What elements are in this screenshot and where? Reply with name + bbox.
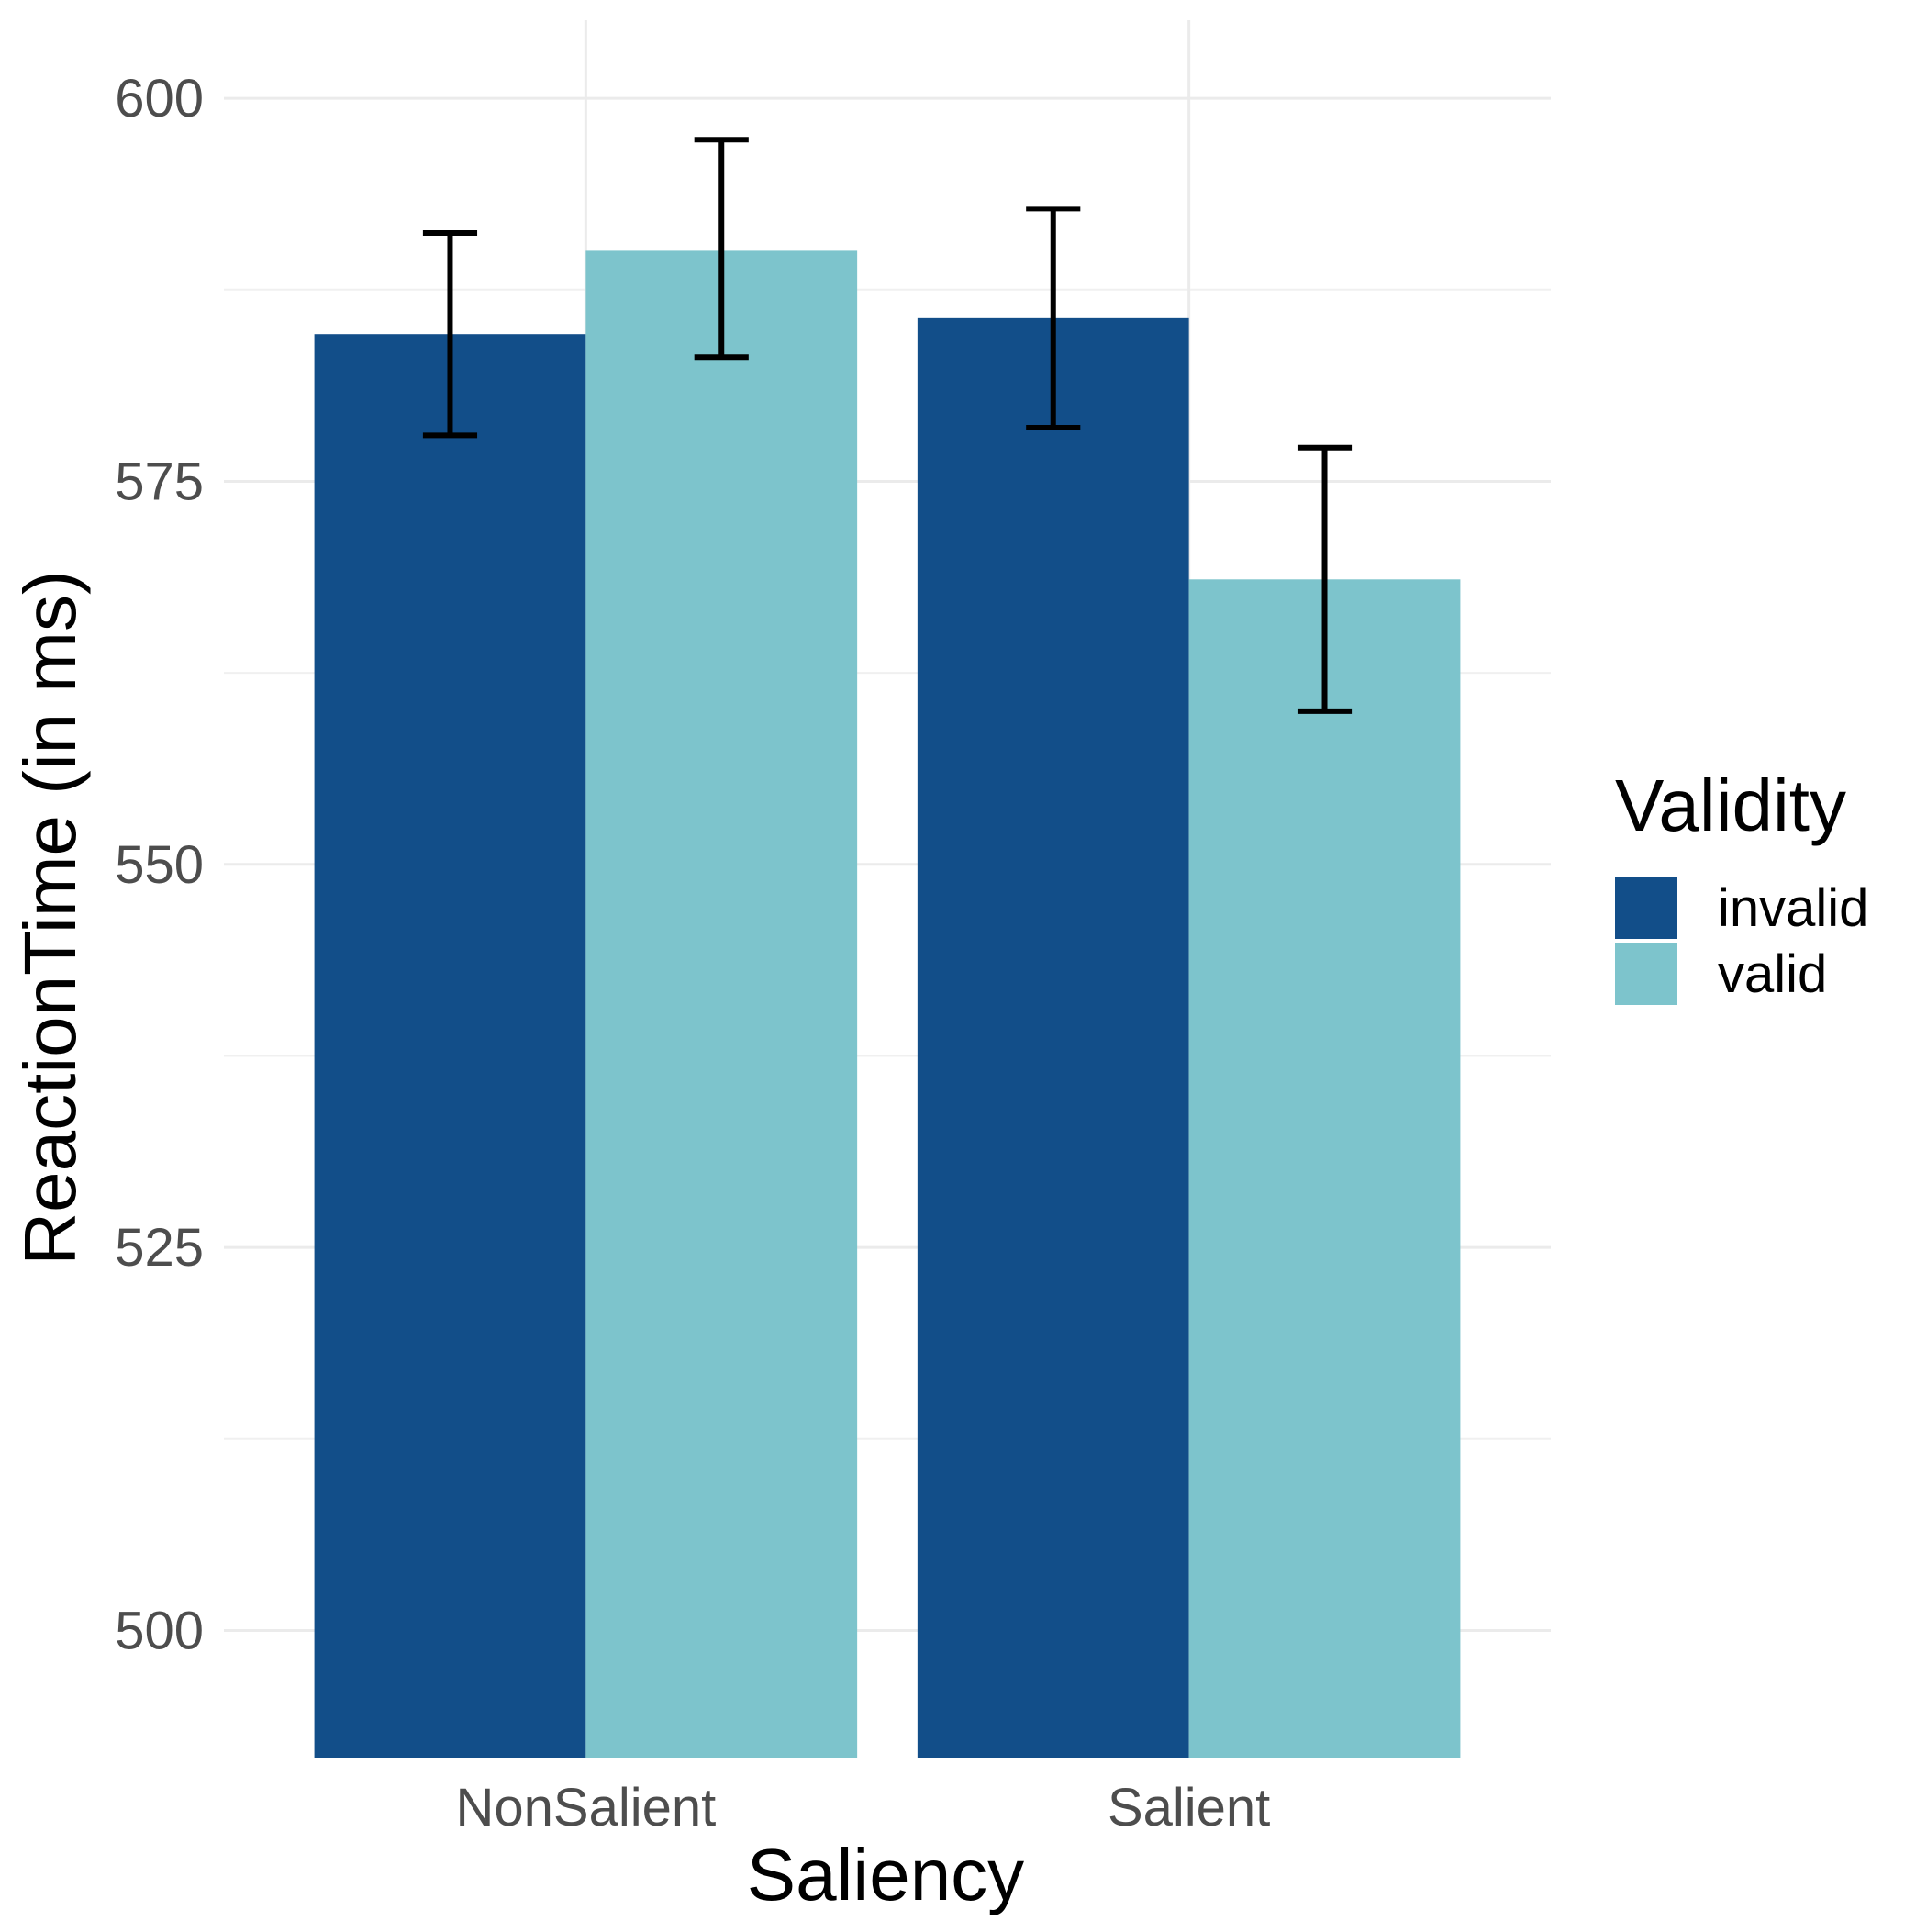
x-tick-label: Salient <box>1108 1778 1270 1837</box>
error-bars <box>422 137 1353 714</box>
y-axis-title: ReactionTime (in ms) <box>9 570 91 1265</box>
y-tick-label: 500 <box>115 1601 204 1660</box>
x-axis-title: Saliency <box>747 1834 1024 1915</box>
error-bar-valid-NonSalient <box>694 137 749 361</box>
legend-item-valid: valid <box>1615 943 1827 1005</box>
y-axis-ticks: 500 525 550 575 600 <box>115 69 204 1660</box>
error-bar-valid-Salient <box>1297 444 1353 714</box>
bar-valid-NonSalient <box>585 250 858 1758</box>
legend-title: Validity <box>1615 765 1846 846</box>
y-tick-label: 550 <box>115 835 204 895</box>
bars <box>314 250 1461 1758</box>
x-axis-ticks: NonSalient Salient <box>455 1778 1270 1837</box>
legend-swatch <box>1615 877 1677 939</box>
bar-invalid-NonSalient <box>314 334 586 1758</box>
legend-swatch <box>1615 943 1677 1005</box>
error-bar-invalid-Salient <box>1026 206 1081 431</box>
x-tick-label: NonSalient <box>455 1778 716 1837</box>
y-tick-label: 525 <box>115 1218 204 1278</box>
legend-label: valid <box>1718 944 1827 1004</box>
bar-valid-Salient <box>1188 579 1461 1758</box>
error-bar-invalid-NonSalient <box>422 230 478 439</box>
legend-label: invalid <box>1718 878 1868 938</box>
bar-invalid-Salient <box>917 317 1189 1758</box>
y-tick-label: 600 <box>115 69 204 128</box>
legend-item-invalid: invalid <box>1615 877 1868 939</box>
y-tick-label: 575 <box>115 452 204 511</box>
